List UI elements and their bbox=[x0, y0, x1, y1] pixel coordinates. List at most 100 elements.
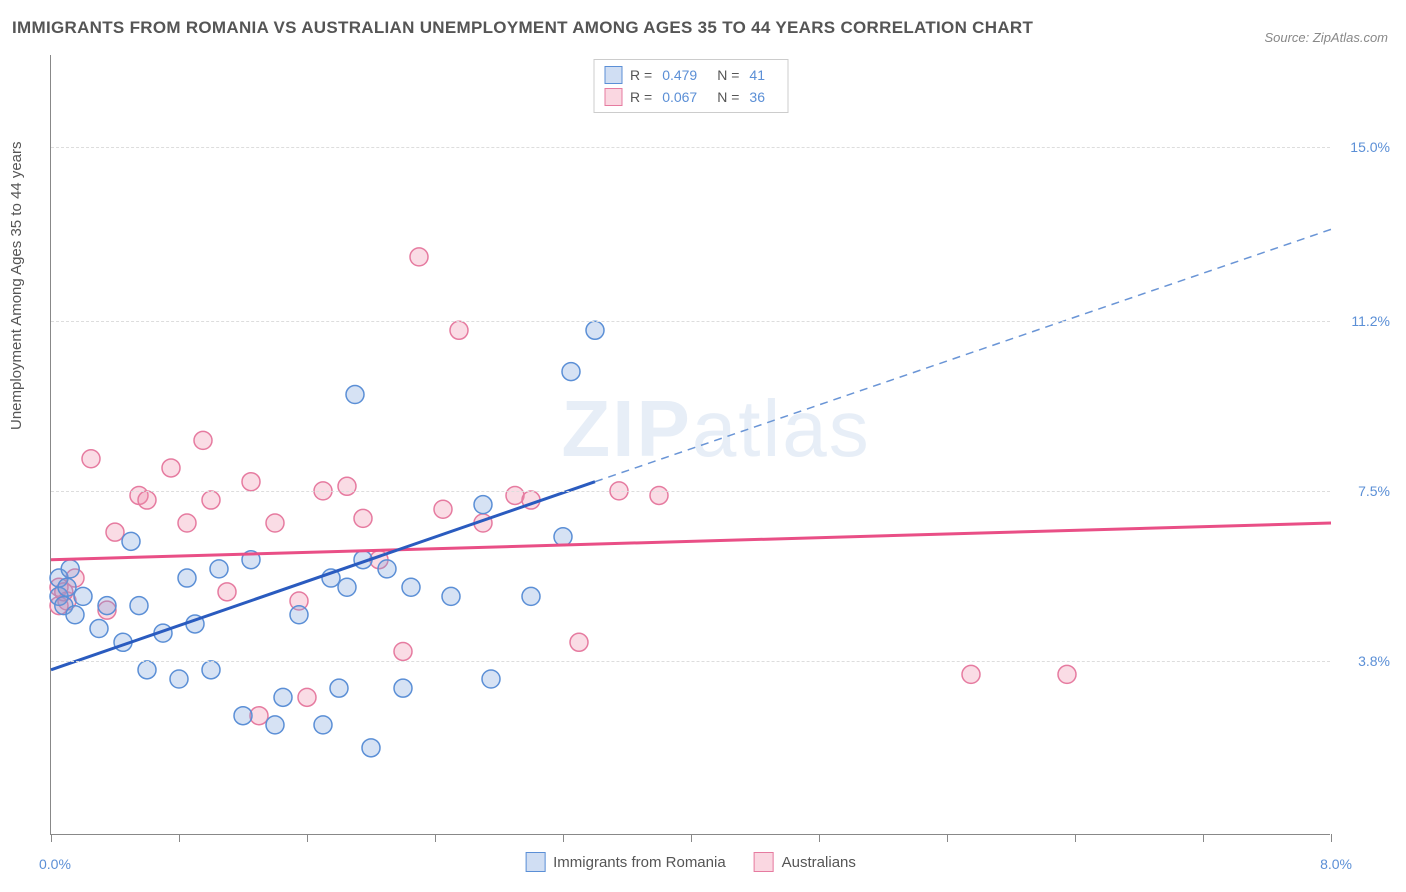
scatter-point-pink bbox=[570, 633, 588, 651]
scatter-point-blue bbox=[58, 578, 76, 596]
scatter-point-blue bbox=[482, 670, 500, 688]
scatter-point-pink bbox=[1058, 665, 1076, 683]
scatter-point-blue bbox=[522, 587, 540, 605]
scatter-point-blue bbox=[266, 716, 284, 734]
trend-line-blue-dashed bbox=[595, 229, 1331, 481]
legend-label-blue: Immigrants from Romania bbox=[553, 854, 726, 871]
scatter-point-blue bbox=[586, 321, 604, 339]
legend-swatch-blue bbox=[604, 66, 622, 84]
n-value-blue: 41 bbox=[749, 67, 765, 83]
legend-swatch-blue bbox=[525, 852, 545, 872]
scatter-point-blue bbox=[330, 679, 348, 697]
x-tick bbox=[435, 834, 436, 842]
scatter-point-blue bbox=[234, 707, 252, 725]
x-tick bbox=[819, 834, 820, 842]
scatter-point-blue bbox=[554, 528, 572, 546]
scatter-point-blue bbox=[394, 679, 412, 697]
scatter-point-pink bbox=[202, 491, 220, 509]
scatter-point-blue bbox=[314, 716, 332, 734]
chart-title: IMMIGRANTS FROM ROMANIA VS AUSTRALIAN UN… bbox=[12, 18, 1033, 38]
scatter-point-pink bbox=[610, 482, 628, 500]
x-tick bbox=[179, 834, 180, 842]
x-tick bbox=[1075, 834, 1076, 842]
n-value-pink: 36 bbox=[749, 89, 765, 105]
x-tick bbox=[691, 834, 692, 842]
legend-series: Immigrants from Romania Australians bbox=[525, 852, 856, 872]
r-label: R = bbox=[630, 67, 652, 83]
scatter-point-blue bbox=[402, 578, 420, 596]
legend-item-pink: Australians bbox=[754, 852, 856, 872]
y-axis-label: Unemployment Among Ages 35 to 44 years bbox=[8, 141, 25, 430]
legend-label-pink: Australians bbox=[782, 854, 856, 871]
scatter-point-blue bbox=[338, 578, 356, 596]
y-tick-label: 11.2% bbox=[1351, 313, 1390, 329]
scatter-point-pink bbox=[410, 248, 428, 266]
scatter-point-blue bbox=[346, 386, 364, 404]
scatter-point-pink bbox=[962, 665, 980, 683]
n-label: N = bbox=[717, 67, 739, 83]
source-label: Source: ZipAtlas.com bbox=[1264, 30, 1388, 45]
scatter-point-blue bbox=[362, 739, 380, 757]
n-label: N = bbox=[717, 89, 739, 105]
scatter-point-blue bbox=[202, 661, 220, 679]
scatter-point-blue bbox=[210, 560, 228, 578]
scatter-point-blue bbox=[74, 587, 92, 605]
scatter-point-pink bbox=[266, 514, 284, 532]
y-tick-label: 7.5% bbox=[1358, 483, 1390, 499]
scatter-point-pink bbox=[338, 477, 356, 495]
r-value-pink: 0.067 bbox=[662, 89, 697, 105]
x-tick bbox=[51, 834, 52, 842]
scatter-point-blue bbox=[130, 597, 148, 615]
scatter-point-blue bbox=[138, 661, 156, 679]
scatter-point-pink bbox=[650, 486, 668, 504]
chart-svg bbox=[51, 55, 1330, 834]
scatter-point-blue bbox=[290, 606, 308, 624]
plot-area: ZIPatlas R = 0.479 N = 41 R = 0.067 N = … bbox=[50, 55, 1330, 835]
scatter-point-blue bbox=[378, 560, 396, 578]
scatter-point-blue bbox=[66, 606, 84, 624]
y-tick-label: 15.0% bbox=[1350, 139, 1390, 155]
scatter-point-pink bbox=[298, 688, 316, 706]
scatter-point-blue bbox=[122, 532, 140, 550]
scatter-point-pink bbox=[394, 642, 412, 660]
x-tick bbox=[307, 834, 308, 842]
scatter-point-blue bbox=[178, 569, 196, 587]
legend-stats: R = 0.479 N = 41 R = 0.067 N = 36 bbox=[593, 59, 788, 113]
x-tick bbox=[947, 834, 948, 842]
scatter-point-blue bbox=[90, 620, 108, 638]
scatter-point-pink bbox=[82, 450, 100, 468]
x-tick bbox=[563, 834, 564, 842]
scatter-point-pink bbox=[354, 509, 372, 527]
r-label: R = bbox=[630, 89, 652, 105]
r-value-blue: 0.479 bbox=[662, 67, 697, 83]
x-tick bbox=[1203, 834, 1204, 842]
scatter-point-pink bbox=[242, 473, 260, 491]
scatter-point-blue bbox=[98, 597, 116, 615]
scatter-point-pink bbox=[106, 523, 124, 541]
scatter-point-pink bbox=[314, 482, 332, 500]
scatter-point-pink bbox=[162, 459, 180, 477]
scatter-point-blue bbox=[274, 688, 292, 706]
scatter-point-pink bbox=[138, 491, 156, 509]
legend-swatch-pink bbox=[604, 88, 622, 106]
scatter-point-pink bbox=[434, 500, 452, 518]
legend-stats-row: R = 0.479 N = 41 bbox=[604, 64, 777, 86]
scatter-point-pink bbox=[194, 431, 212, 449]
scatter-point-pink bbox=[506, 486, 524, 504]
scatter-point-blue bbox=[562, 363, 580, 381]
y-tick-label: 3.8% bbox=[1358, 653, 1390, 669]
scatter-point-pink bbox=[178, 514, 196, 532]
scatter-point-blue bbox=[474, 496, 492, 514]
legend-stats-row: R = 0.067 N = 36 bbox=[604, 86, 777, 108]
scatter-point-pink bbox=[450, 321, 468, 339]
trend-line-blue-solid bbox=[51, 482, 595, 670]
x-tick-label-min: 0.0% bbox=[39, 856, 71, 872]
x-tick-label-max: 8.0% bbox=[1320, 856, 1352, 872]
scatter-point-blue bbox=[170, 670, 188, 688]
scatter-point-blue bbox=[442, 587, 460, 605]
legend-swatch-pink bbox=[754, 852, 774, 872]
scatter-point-pink bbox=[218, 583, 236, 601]
scatter-point-blue bbox=[61, 560, 79, 578]
x-tick bbox=[1331, 834, 1332, 842]
trend-line-pink bbox=[51, 523, 1331, 560]
